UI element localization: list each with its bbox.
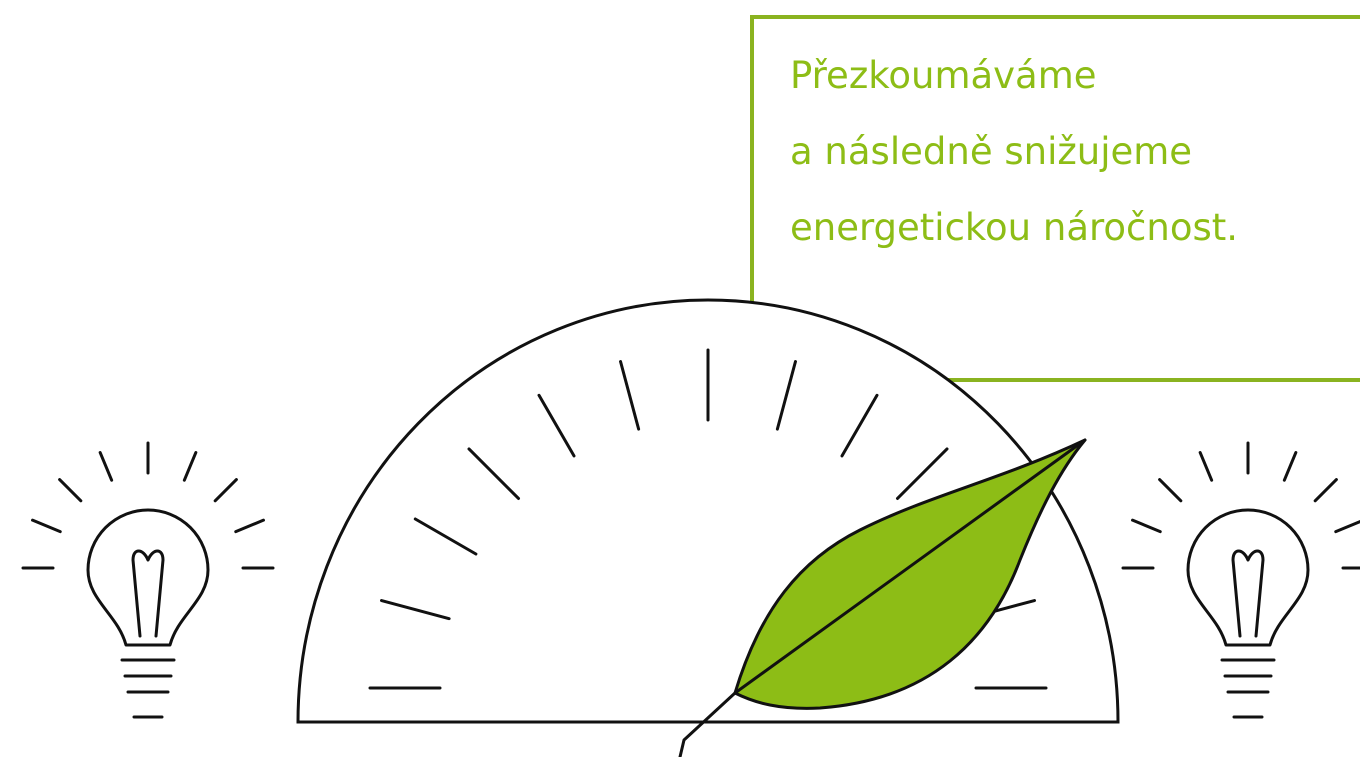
headline-line: Přezkoumáváme [790,54,1097,97]
illustration: Přezkoumáváme a následně snižujeme energ… [0,0,1360,757]
bulb-glass [88,510,208,645]
bulb-ray [215,480,236,501]
bulb-glass [1188,510,1308,645]
bulb-ray [1160,480,1181,501]
bulb-ray [236,520,264,531]
bulb [23,443,273,717]
headline-line: a následně snižujeme [790,130,1192,173]
bulb-filament [133,551,163,636]
headline-line: energetickou náročnost. [790,206,1238,249]
bulb-ray [1133,520,1161,531]
bulb [1123,443,1360,717]
page: Přezkoumáváme a následně snižujeme energ… [0,0,1360,757]
bulb-filament [1233,551,1263,636]
bulb-ray [33,520,61,531]
bulb-ray [1284,453,1295,481]
bulb-ray [100,453,111,481]
bulb-ray [1200,453,1211,481]
bulb-ray [1315,480,1336,501]
bulb-ray [184,453,195,481]
bulb-ray [60,480,81,501]
bulb-ray [1336,520,1360,531]
